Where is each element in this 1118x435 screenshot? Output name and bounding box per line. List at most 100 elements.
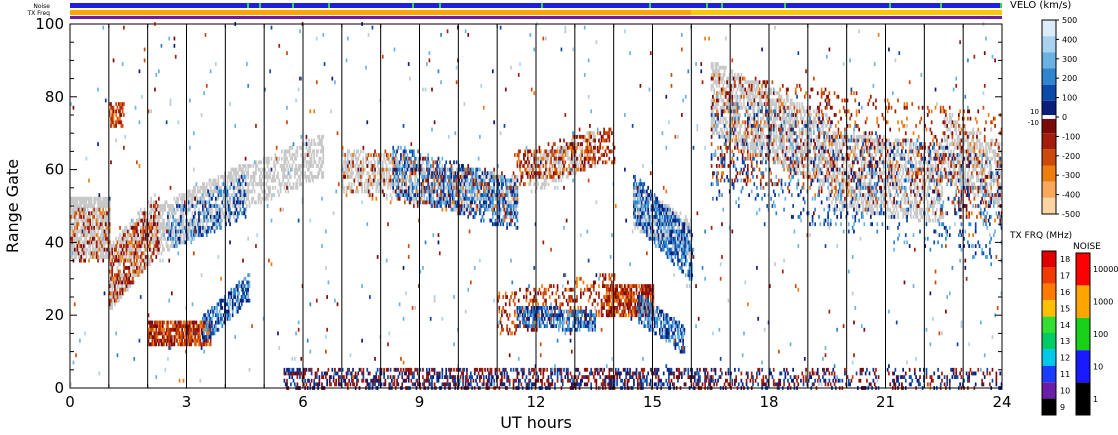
data-cell (129, 225, 132, 230)
data-cell (741, 145, 744, 150)
data-cell (371, 185, 374, 190)
data-cell (932, 167, 934, 172)
data-cell (712, 105, 714, 110)
data-cell (930, 164, 933, 168)
data-cell (159, 244, 162, 248)
data-cell (748, 80, 750, 85)
data-cell (752, 94, 754, 99)
data-cell (274, 156, 277, 161)
data-cell (178, 233, 181, 238)
data-cell (894, 138, 897, 143)
data-cell (803, 113, 806, 117)
data-cell (578, 153, 581, 157)
data-cell (933, 200, 936, 205)
data-cell (864, 200, 867, 205)
data-cell (453, 207, 455, 212)
data-cell (912, 207, 915, 212)
data-cell (106, 215, 108, 219)
data-cell (569, 160, 572, 165)
data-cell (218, 193, 221, 197)
data-cell (130, 233, 133, 238)
data-cell (594, 142, 596, 147)
data-cell (844, 156, 846, 161)
data-cell (758, 142, 761, 147)
data-cell (721, 76, 723, 81)
data-cell (818, 145, 820, 150)
data-cell (280, 182, 283, 187)
data-cell (855, 171, 858, 176)
data-cell (150, 218, 152, 223)
data-cell (447, 167, 450, 172)
data-cell (343, 185, 345, 190)
data-cell (734, 142, 736, 147)
data-cell (75, 236, 77, 241)
data-cell (73, 229, 76, 234)
data-cell (321, 142, 323, 147)
data-cell (717, 69, 719, 74)
data-cell (723, 127, 726, 132)
data-cell (88, 222, 90, 227)
data-cell (770, 87, 772, 92)
data-cell (155, 229, 158, 234)
data-cell (548, 160, 551, 165)
data-cell (90, 229, 93, 234)
data-cell (863, 196, 866, 201)
data-cell (665, 233, 668, 238)
data-cell (261, 182, 264, 187)
data-cell (749, 83, 752, 88)
data-cell (547, 182, 550, 187)
data-cell (139, 258, 142, 263)
data-cell (928, 218, 930, 223)
data-cell (836, 160, 838, 165)
data-cell (77, 211, 80, 216)
data-cell (646, 211, 648, 216)
data-cell (178, 215, 181, 219)
data-cell (831, 138, 833, 143)
data-cell (226, 182, 229, 187)
data-cell (423, 167, 426, 172)
data-cell (863, 145, 866, 150)
data-cell (130, 258, 133, 263)
data-cell (537, 160, 539, 165)
data-cell (235, 215, 238, 219)
data-cell (86, 207, 89, 212)
data-cell (726, 76, 728, 81)
data-cell (674, 211, 677, 216)
data-cell (932, 204, 934, 208)
data-cell (797, 149, 800, 154)
data-cell (176, 222, 178, 227)
data-cell (73, 251, 76, 256)
data-cell (780, 98, 783, 103)
data-cell (321, 171, 323, 176)
data-cell (242, 171, 244, 176)
data-cell (533, 167, 536, 172)
data-cell (916, 189, 919, 194)
data-cell (749, 102, 752, 106)
data-cell (265, 171, 268, 176)
data-cell (187, 229, 190, 234)
data-cell (801, 164, 804, 168)
data-cell (837, 171, 840, 176)
data-cell (143, 255, 146, 259)
data-cell (480, 174, 483, 179)
data-cell (872, 193, 875, 197)
data-cell (472, 174, 475, 179)
data-cell (111, 284, 114, 288)
data-cell (567, 156, 569, 161)
data-cell (890, 200, 893, 205)
data-cell (97, 236, 99, 241)
data-cell (344, 160, 347, 165)
data-cell (781, 142, 784, 147)
data-cell (847, 193, 850, 197)
data-cell (513, 178, 516, 183)
data-cell (561, 149, 564, 154)
data-cell (872, 142, 875, 147)
data-cell (788, 116, 791, 121)
data-cell (842, 182, 845, 187)
data-cell (226, 204, 229, 208)
data-cell (347, 167, 349, 172)
data-cell (203, 185, 206, 190)
data-cell (722, 98, 725, 103)
data-cell (99, 204, 102, 208)
data-cell (816, 116, 819, 121)
